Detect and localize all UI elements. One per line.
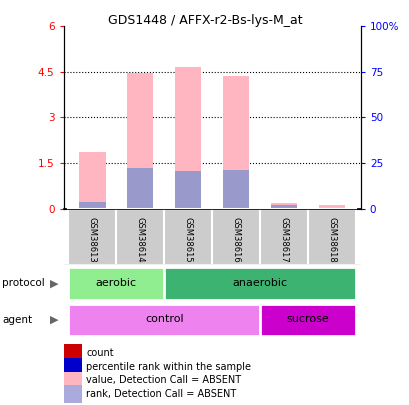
Bar <box>68 267 164 300</box>
Text: ▶: ▶ <box>50 279 58 288</box>
Bar <box>116 209 164 265</box>
Bar <box>222 170 249 209</box>
Bar <box>270 203 297 209</box>
Text: GSM38614: GSM38614 <box>135 217 144 263</box>
Text: anaerobic: anaerobic <box>232 278 287 288</box>
Text: GSM38613: GSM38613 <box>88 217 97 263</box>
Bar <box>270 205 297 209</box>
Bar <box>164 209 212 265</box>
Text: value, Detection Call = ABSENT: value, Detection Call = ABSENT <box>86 375 240 386</box>
Text: GSM38618: GSM38618 <box>327 217 336 263</box>
Text: percentile rank within the sample: percentile rank within the sample <box>86 362 250 372</box>
Bar <box>259 209 307 265</box>
Bar <box>175 67 201 209</box>
Bar <box>222 77 249 209</box>
Bar <box>318 205 344 209</box>
Text: count: count <box>86 348 113 358</box>
Bar <box>79 202 105 209</box>
Text: GDS1448 / AFFX-r2-Bs-lys-M_at: GDS1448 / AFFX-r2-Bs-lys-M_at <box>108 14 301 27</box>
Text: protocol: protocol <box>2 279 45 288</box>
Bar <box>68 304 259 336</box>
Text: GSM38615: GSM38615 <box>183 217 192 263</box>
Text: rank, Detection Call = ABSENT: rank, Detection Call = ABSENT <box>86 389 236 399</box>
Text: GSM38617: GSM38617 <box>279 217 288 263</box>
Text: control: control <box>144 314 183 324</box>
Bar <box>164 267 355 300</box>
Text: agent: agent <box>2 315 32 325</box>
Text: GSM38616: GSM38616 <box>231 217 240 263</box>
Bar <box>127 73 153 209</box>
Bar <box>307 209 355 265</box>
Bar <box>68 209 116 265</box>
Text: sucrose: sucrose <box>286 314 329 324</box>
Text: ▶: ▶ <box>50 315 58 325</box>
Bar <box>259 304 355 336</box>
Text: aerobic: aerobic <box>95 278 137 288</box>
Bar <box>79 152 105 209</box>
Bar <box>127 168 153 209</box>
Bar <box>175 171 201 209</box>
Bar <box>212 209 259 265</box>
